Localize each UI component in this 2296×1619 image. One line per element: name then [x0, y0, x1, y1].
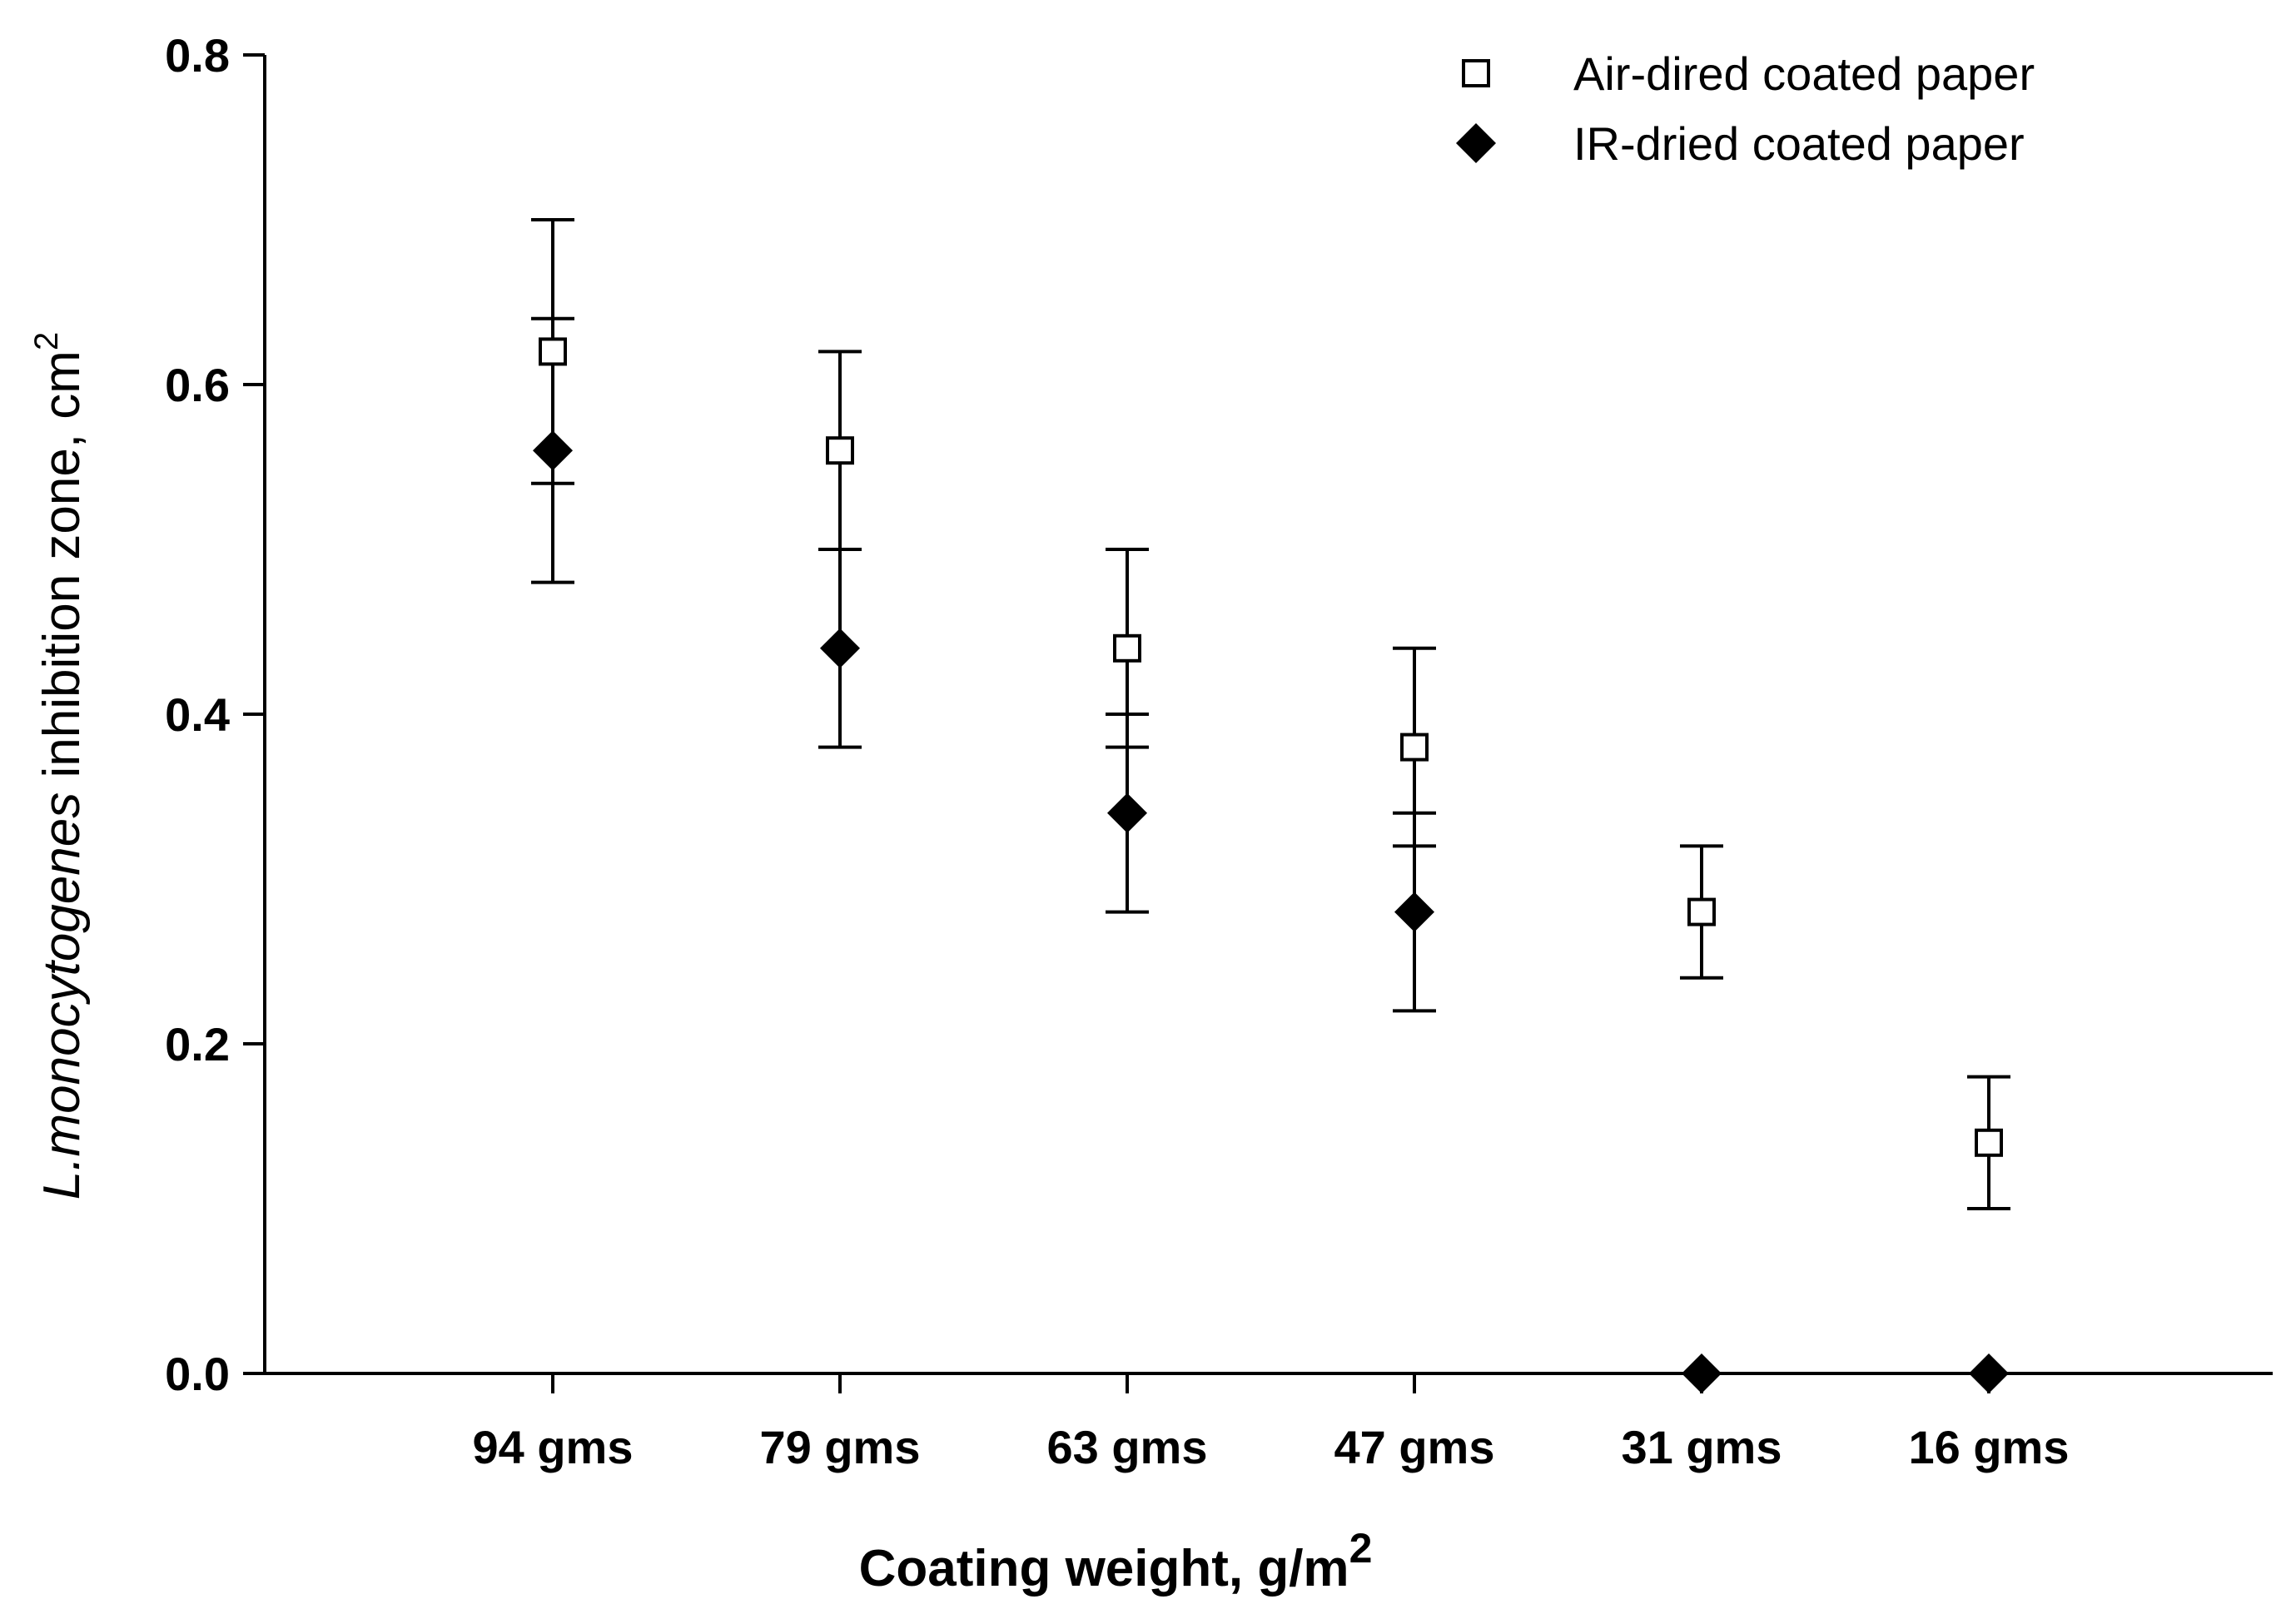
- ir-dried-point: [1394, 891, 1434, 932]
- legend-marker-ir-dried: [1456, 123, 1496, 163]
- legend-marker-air-dried: [1462, 59, 1490, 87]
- y-tick-label: 0.8: [165, 29, 230, 82]
- ir-dried-point: [820, 628, 860, 668]
- air-dried-point: [1687, 897, 1716, 926]
- legend: Air-dired coated paper IR-dried coated p…: [1456, 47, 2035, 170]
- error-bars: [531, 218, 2010, 1210]
- y-axis-ticks: 0.0 0.2 0.4 0.6 0.8: [165, 29, 265, 1400]
- legend-label-ir-dried: IR-dried coated paper: [1573, 117, 2025, 170]
- x-tick-label: 94 gms: [473, 1421, 634, 1473]
- x-tick-label: 63 gms: [1047, 1421, 1208, 1473]
- y-tick-label: 0.4: [165, 688, 230, 741]
- x-tick-label: 79 gms: [760, 1421, 921, 1473]
- ir-dried-point: [1969, 1353, 2009, 1393]
- y-tick-label: 0.2: [165, 1018, 230, 1070]
- y-tick-label: 0.6: [165, 359, 230, 411]
- ir-dried-point: [1107, 792, 1147, 833]
- air-dried-point: [826, 436, 854, 465]
- ir-dried-point: [533, 430, 573, 471]
- legend-label-air-dried: Air-dired coated paper: [1573, 47, 2035, 100]
- air-dried-point: [1975, 1128, 2003, 1157]
- x-axis-ticks: 94 gms 79 gms 63 gms 47 gms 31 gms 16 gms: [473, 1373, 2070, 1473]
- y-tick-label: 0.0: [165, 1348, 230, 1400]
- y-axis-title: L.monocytogenes inhibition zone, cm2: [28, 332, 91, 1199]
- axes: [263, 55, 2273, 1375]
- air-dried-point: [539, 337, 567, 366]
- x-tick-label: 47 gms: [1334, 1421, 1495, 1473]
- air-dried-point: [1113, 633, 1141, 663]
- data-points: [533, 337, 2009, 1393]
- x-tick-label: 16 gms: [1909, 1421, 2070, 1473]
- ir-dried-point: [1682, 1353, 1722, 1393]
- x-axis-title: Coating weight, g/m2: [859, 1525, 1373, 1597]
- air-dried-point: [1400, 733, 1429, 762]
- x-tick-label: 31 gms: [1622, 1421, 1782, 1473]
